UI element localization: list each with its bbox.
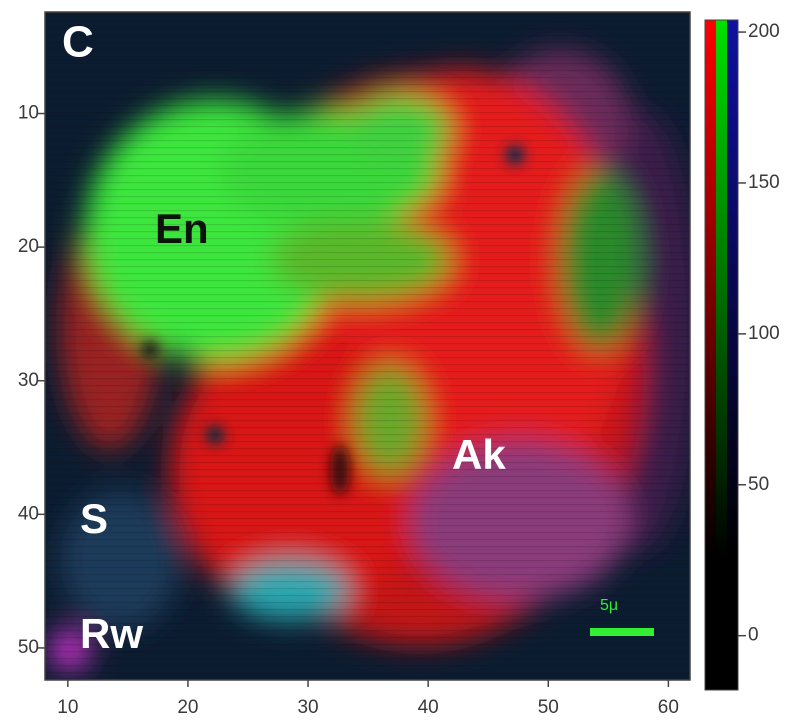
annotation: C (62, 18, 94, 67)
colorbar-tick-label: 200 (748, 21, 780, 42)
colorbar-band (716, 20, 728, 690)
colorbar-band (727, 20, 739, 690)
x-tick-label: 50 (538, 697, 559, 718)
annotation: Ak (452, 431, 506, 478)
y-tick-label: 50 (18, 637, 39, 658)
colorbar: 0 50 100 150 200 (704, 19, 780, 691)
annotation: Rw (80, 610, 143, 657)
map-image (45, 12, 690, 680)
x-tick-label: 20 (177, 697, 198, 718)
colorbar-tick-label: 100 (748, 323, 780, 344)
x-tick-label: 30 (297, 697, 318, 718)
scale-bar-label: 5μ (600, 597, 618, 614)
y-tick-label: 20 (18, 236, 39, 257)
annotation: En (155, 205, 209, 252)
colorbar-tick-label: 150 (748, 172, 780, 193)
y-tick-label: 30 (18, 370, 39, 391)
x-tick-label: 10 (57, 697, 78, 718)
colorbar-tick-label: 0 (748, 625, 759, 646)
x-tick-label: 40 (418, 697, 439, 718)
colorbar-band (705, 20, 717, 690)
colorbar-tick-label: 50 (748, 474, 769, 495)
colorbar-frame (704, 19, 739, 691)
y-tick-label: 10 (18, 103, 39, 124)
y-tick-label: 40 (18, 503, 39, 524)
annotation: S (80, 495, 108, 542)
x-tick-label: 60 (658, 697, 679, 718)
plot-frame (44, 11, 691, 681)
